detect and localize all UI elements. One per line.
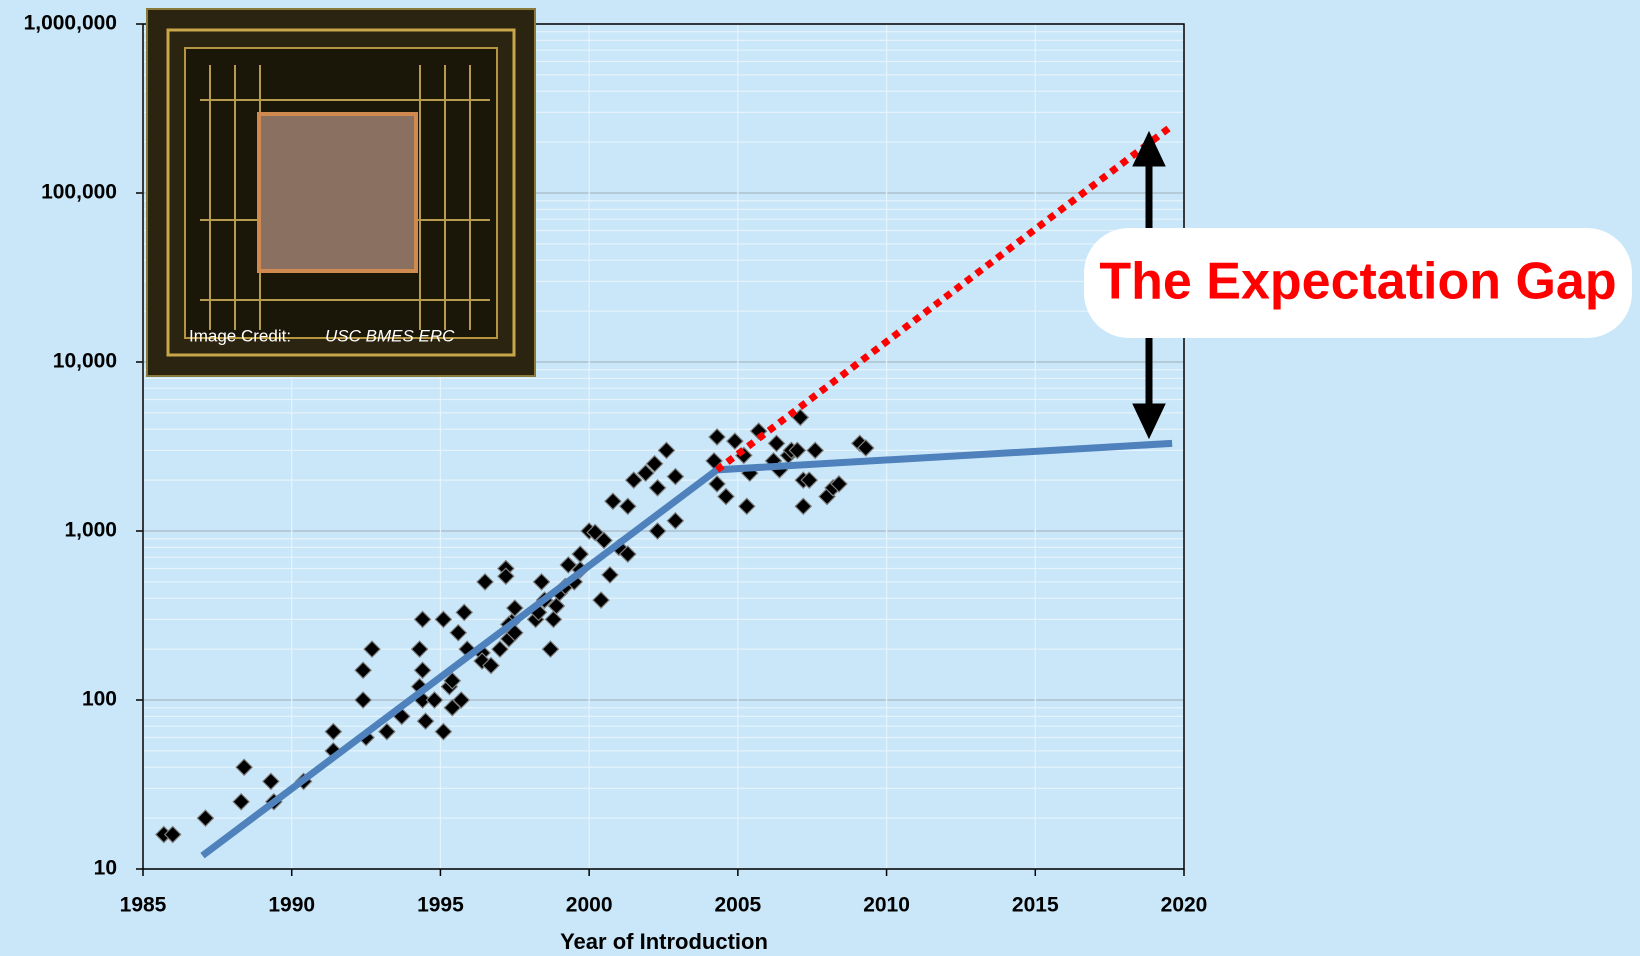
x-tick-label: 2015 — [1012, 894, 1059, 917]
data-point — [232, 792, 250, 811]
trend-line — [200, 439, 1173, 859]
image-credit-source: USC BMES ERC — [325, 326, 455, 345]
image-credit-label: Image Credit: — [189, 326, 291, 345]
data-point — [618, 545, 637, 563]
data-point — [708, 475, 726, 493]
y-tick-label: 100,000 — [41, 181, 117, 204]
data-point — [452, 691, 471, 709]
x-tick-label: 1995 — [417, 894, 464, 917]
y-tick-label: 10 — [94, 857, 117, 880]
data-point — [497, 567, 515, 586]
data-point — [482, 656, 500, 675]
data-point — [491, 640, 509, 658]
data-point — [708, 428, 726, 446]
x-tick-label: 1985 — [120, 894, 167, 917]
data-point — [767, 434, 786, 453]
data-point — [618, 497, 637, 516]
data-point — [235, 758, 253, 777]
data-point — [413, 610, 432, 629]
data-point — [645, 454, 664, 473]
chip-image: Image Credit: USC BMES ERC — [146, 8, 536, 377]
annotation-box — [1084, 228, 1632, 338]
data-point — [324, 722, 343, 741]
data-point — [806, 441, 825, 460]
annotation: The Expectation Gap — [1099, 253, 1616, 311]
data-point — [378, 722, 396, 741]
data-point — [354, 661, 372, 680]
data-point — [636, 464, 655, 482]
data-point — [455, 603, 474, 622]
data-point — [449, 623, 468, 642]
chip-die — [257, 112, 418, 273]
x-tick-label: 1990 — [268, 894, 315, 917]
data-point — [794, 497, 813, 516]
x-tick-label: 2000 — [566, 894, 613, 917]
data-point — [595, 531, 613, 550]
data-point — [443, 671, 462, 690]
data-point — [657, 441, 676, 460]
gap-arrows — [1132, 130, 1166, 440]
plot-border — [142, 23, 1185, 870]
data-point — [425, 691, 444, 709]
plot-area: 10 100 1,000 10,000 100,000 1,000,000 1985 1990… — [24, 12, 1208, 917]
data-point — [434, 722, 453, 741]
chip-wires — [200, 65, 490, 330]
data-point — [505, 599, 524, 617]
data-point — [788, 441, 807, 460]
data-point — [604, 492, 622, 511]
data-point — [726, 432, 744, 451]
data-point — [163, 825, 182, 844]
data-point — [666, 511, 685, 530]
data-point — [592, 591, 610, 609]
data-point — [737, 497, 756, 516]
x-axis-label: Year of Introduction — [560, 929, 768, 954]
y-tick-label: 1,000 — [64, 519, 117, 542]
data-point — [416, 712, 435, 730]
chip-pad-ring — [166, 28, 516, 357]
data-point — [410, 640, 429, 658]
x-tick-label: 2020 — [1161, 894, 1208, 917]
data-point — [354, 691, 372, 709]
data-point — [196, 809, 215, 827]
y-tick-label: 100 — [82, 688, 117, 711]
data-point — [648, 522, 667, 540]
y-tick-label: 1,000,000 — [24, 12, 117, 35]
data-point — [856, 439, 875, 457]
data-point — [601, 566, 619, 584]
x-tick-label: 2010 — [863, 894, 910, 917]
data-point — [476, 573, 494, 591]
data-point — [541, 640, 560, 658]
data-point — [830, 475, 848, 493]
data-point — [547, 597, 566, 615]
data-point — [648, 479, 667, 497]
data-point — [532, 573, 551, 591]
x-tick-label: 2005 — [714, 894, 761, 917]
data-point — [717, 487, 735, 506]
data-point — [413, 661, 432, 680]
data-point — [800, 471, 819, 489]
trend-line — [714, 122, 1175, 473]
data-point — [262, 772, 280, 791]
y-tick-label: 10,000 — [53, 350, 117, 373]
data-point — [363, 640, 381, 658]
data-point — [434, 610, 453, 629]
data-point — [624, 471, 643, 489]
data-point — [666, 467, 685, 486]
data-point — [544, 610, 563, 629]
